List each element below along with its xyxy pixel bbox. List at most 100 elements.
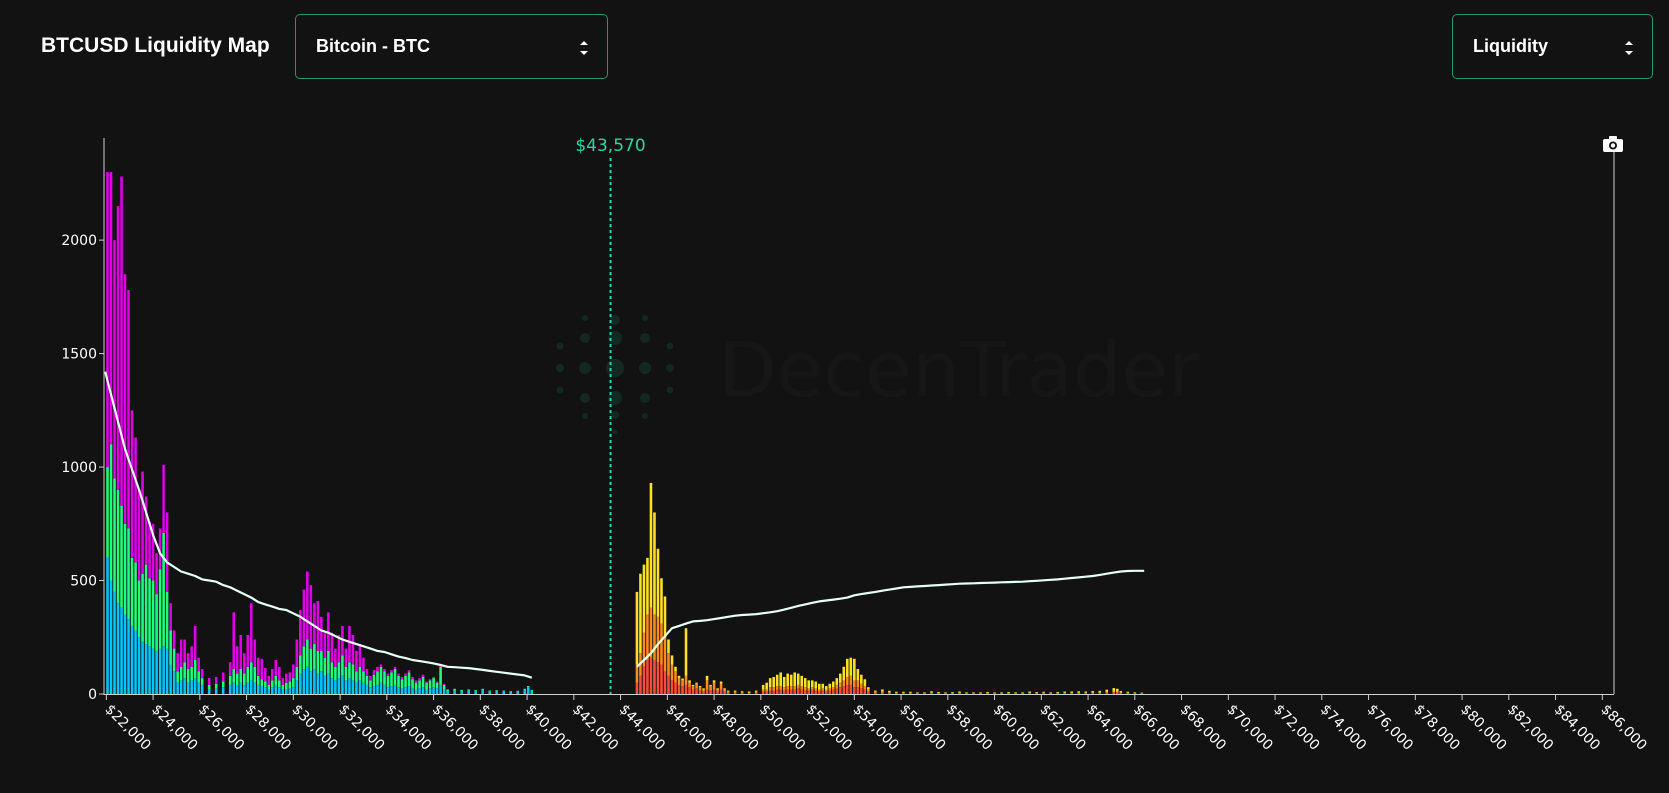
above-liquidity-bar-a (1000, 693, 1003, 695)
below-liquidity-bar-c (141, 471, 144, 574)
above-liquidity-bar-c (635, 591, 639, 665)
above-liquidity-bar-b (1070, 692, 1073, 694)
below-liquidity-bar-c (232, 612, 236, 670)
below-liquidity-bar-a (281, 689, 285, 694)
above-liquidity-bar-a (639, 675, 642, 694)
below-liquidity-bar-c (179, 639, 183, 667)
below-liquidity-bar-b (242, 673, 246, 685)
above-liquidity-bar-a (828, 690, 832, 694)
above-liquidity-bar-a (642, 666, 646, 694)
above-liquidity-bar-c (677, 675, 681, 679)
below-liquidity-bar-b (453, 688, 456, 691)
below-liquidity-bar-b (337, 662, 341, 679)
below-liquidity-bar-a (369, 687, 372, 694)
above-liquidity-bar-a (972, 693, 975, 695)
above-liquidity-bar-a (821, 690, 825, 694)
below-liquidity-bar-a (414, 689, 418, 694)
above-liquidity-bar-c (712, 680, 716, 683)
below-liquidity-bar-b (351, 664, 355, 681)
above-liquidity-bar-c (1070, 691, 1073, 693)
above-liquidity-bar-c (709, 684, 712, 687)
above-liquidity-bar-b (740, 692, 744, 694)
below-liquidity-bar-b (348, 662, 351, 679)
above-liquidity-bar-b (716, 689, 719, 692)
below-liquidity-bar-a (162, 646, 165, 694)
below-liquidity-bar-c (309, 585, 313, 649)
above-liquidity-bar-b (702, 689, 705, 692)
above-liquidity-bar-a (723, 691, 726, 694)
above-liquidity-bar-a (937, 693, 940, 694)
above-liquidity-bar-b (723, 689, 726, 692)
below-liquidity-bar-b (249, 662, 253, 681)
below-liquidity-bar-b (467, 689, 470, 691)
asset-select[interactable]: Bitcoin - BTC (295, 14, 608, 79)
below-liquidity-bar-c (379, 664, 383, 667)
below-liquidity-bar-c (285, 673, 288, 683)
above-liquidity-bar-a (663, 671, 667, 694)
below-liquidity-bar-c (330, 632, 334, 663)
below-liquidity-bar-a (383, 684, 386, 694)
below-liquidity-bar-a (288, 688, 292, 694)
above-liquidity-bar-a (684, 684, 688, 694)
above-liquidity-bar-c (1063, 691, 1066, 693)
above-liquidity-bar-a (1070, 693, 1073, 694)
below-liquidity-bar-b (309, 648, 313, 672)
above-liquidity-bar-b (1091, 692, 1095, 694)
below-liquidity-bar-c (320, 616, 323, 651)
above-liquidity-bar-c (642, 564, 646, 633)
x-tick-label: $72,000 (1270, 702, 1322, 754)
above-liquidity-bar-b (874, 691, 877, 693)
above-liquidity-bar-b (863, 686, 867, 690)
above-liquidity-bar-a (810, 689, 814, 694)
above-liquidity-bar-a (796, 688, 800, 694)
above-liquidity-bar-c (832, 681, 835, 688)
below-liquidity-bar-a (116, 603, 120, 694)
above-liquidity-bar-b (1049, 693, 1052, 694)
above-liquidity-bar-c (779, 672, 782, 687)
below-liquidity-bar-b (281, 684, 285, 690)
mode-select[interactable]: Liquidity (1452, 14, 1653, 79)
above-liquidity-bar-b (642, 632, 646, 667)
above-liquidity-bar-c (1077, 691, 1081, 693)
above-liquidity-bar-b (839, 682, 842, 688)
below-liquidity-bar-a (109, 580, 113, 694)
below-liquidity-bar-c (267, 675, 271, 685)
below-liquidity-bar-a (376, 684, 379, 694)
below-liquidity-bar-b (285, 682, 288, 690)
below-liquidity-bar-a (509, 691, 512, 694)
above-liquidity-bar-c (768, 678, 772, 688)
above-liquidity-bar-a (709, 690, 712, 694)
below-liquidity-bar-b (172, 648, 176, 672)
above-liquidity-bar-a (1028, 693, 1031, 694)
below-liquidity-bar-a (214, 688, 218, 694)
above-liquidity-bar-b (656, 616, 660, 663)
liquidity-chart[interactable]: DecenTrader $22,000$24,000$26,000$28,000… (0, 100, 1669, 788)
below-liquidity-bar-b (162, 532, 165, 647)
below-liquidity-bar-c (288, 672, 292, 682)
above-liquidity-bar-a (1063, 693, 1066, 694)
below-liquidity-bar-c (442, 683, 446, 685)
above-liquidity-bar-c (909, 691, 912, 693)
below-liquidity-bar-c (334, 648, 337, 667)
above-liquidity-bar-b (828, 688, 832, 691)
x-tick-label: $32,000 (335, 702, 387, 754)
below-liquidity-bar-a (183, 678, 186, 694)
camera-icon[interactable] (1603, 136, 1623, 152)
above-liquidity-bar-b (772, 687, 775, 691)
above-liquidity-bar-c (849, 657, 853, 676)
below-liquidity-bar-a (344, 680, 348, 694)
above-liquidity-bar-a (1035, 693, 1038, 695)
above-liquidity-bar-b (881, 691, 884, 693)
above-liquidity-bar-b (646, 614, 649, 660)
above-liquidity-bar-b (916, 693, 919, 694)
below-liquidity-bar-a (197, 682, 200, 694)
above-liquidity-bar-c (670, 655, 674, 665)
x-tick-label: $74,000 (1317, 702, 1369, 754)
below-liquidity-bar-b (214, 683, 218, 689)
below-liquidity-bar-c (144, 496, 148, 565)
x-tick-label: $42,000 (569, 702, 621, 754)
above-liquidity-bar-b (681, 680, 684, 687)
above-liquidity-bar-c (1007, 691, 1010, 693)
above-liquidity-bar-c (839, 673, 842, 683)
above-liquidity-bar-b (709, 686, 712, 691)
